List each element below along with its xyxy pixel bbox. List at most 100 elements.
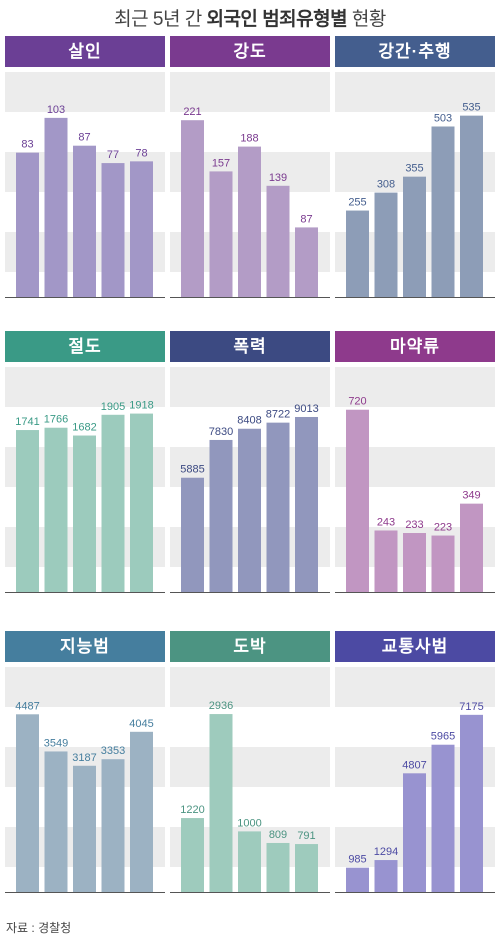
x-tick-label: 2014 <box>130 898 153 899</box>
chart-panel: 마약류 720 2010 243 2011 233 2012 223 2013 349 2014 <box>335 331 495 599</box>
x-tick-label: 2010 <box>181 303 204 304</box>
x-tick-label: 2013 <box>102 898 125 899</box>
background-band <box>170 667 330 707</box>
title-suffix: 현황 <box>347 9 386 30</box>
bar <box>374 192 398 297</box>
x-tick-label: 2013 <box>267 303 290 304</box>
chart-plot: 720 2010 243 2011 233 2012 223 2013 349 2014 <box>335 367 495 599</box>
bar <box>295 844 318 892</box>
chart-plot: 985 2010 1294 2011 4807 2012 5965 2013 7175 2014 <box>335 667 495 899</box>
chart-plot: 4487 2010 3549 2011 3187 2012 3353 2013 4045 2014 <box>5 667 165 899</box>
title-prefix: 최근 5년 간 <box>114 9 207 30</box>
bar <box>295 227 318 297</box>
x-tick-label: 2012 <box>238 303 261 304</box>
x-tick-label: 2014 <box>460 598 483 599</box>
bar <box>374 860 398 892</box>
chart-panel: 폭력 5885 2010 7830 2011 8408 2012 8722 2013 9013 20… <box>170 331 330 599</box>
data-label: 809 <box>269 829 287 841</box>
data-label: 355 <box>405 163 423 175</box>
bar <box>101 163 125 297</box>
x-tick-label: 2011 <box>45 598 67 599</box>
data-label: 83 <box>21 139 33 151</box>
data-label: 5965 <box>431 731 455 743</box>
data-label: 4045 <box>129 718 153 730</box>
data-label: 4487 <box>15 700 39 712</box>
bar <box>101 414 125 592</box>
x-tick-label: 2010 <box>181 898 204 899</box>
data-label: 5885 <box>180 464 204 476</box>
bar <box>266 422 290 592</box>
x-tick-label: 2012 <box>238 898 261 899</box>
chart-plot: 1220 2010 2936 2011 1000 2012 809 2013 791 2014 <box>170 667 330 899</box>
bar <box>403 533 426 592</box>
bar <box>73 435 96 592</box>
data-label: 985 <box>348 854 366 866</box>
x-tick-label: 2012 <box>403 598 426 599</box>
data-label: 535 <box>462 102 480 114</box>
bar <box>460 115 483 297</box>
data-label: 8408 <box>237 415 261 427</box>
x-tick-label: 2010 <box>16 898 39 899</box>
background-band <box>335 72 495 112</box>
data-label: 4807 <box>402 759 426 771</box>
data-label: 1741 <box>15 416 39 428</box>
bar <box>460 503 483 592</box>
chart-plot: 1741 2010 1766 2011 1682 2012 1905 2013 1918 2014 <box>5 367 165 599</box>
data-label: 233 <box>405 519 423 531</box>
chart-panel: 교통사범 985 2010 1294 2011 4807 2012 5965 2013 7175 2… <box>335 631 495 899</box>
chart-title: 강간·추행 <box>335 36 495 67</box>
x-tick-label: 2013 <box>102 598 125 599</box>
chart-plot: 221 2010 157 2011 188 2012 139 2013 87 2014 <box>170 72 330 304</box>
data-label: 77 <box>107 149 119 161</box>
bar <box>130 413 153 592</box>
bar <box>16 430 39 592</box>
data-label: 720 <box>348 396 366 408</box>
data-label: 221 <box>183 106 201 118</box>
data-label: 2936 <box>209 700 233 712</box>
bar <box>431 744 455 892</box>
source-note: 자료 : 경찰청 <box>6 921 72 935</box>
bar <box>238 428 261 592</box>
data-label: 87 <box>300 213 312 225</box>
bar <box>44 427 68 592</box>
bar <box>209 171 233 297</box>
x-tick-label: 2011 <box>45 898 67 899</box>
data-label: 1905 <box>101 401 125 413</box>
x-tick-label: 2012 <box>403 898 426 899</box>
data-label: 3353 <box>101 745 125 757</box>
title-emphasis: 외국인 범죄유형별 <box>206 9 348 30</box>
x-tick-label: 2011 <box>375 598 397 599</box>
data-label: 308 <box>377 179 395 191</box>
x-tick-label: 2012 <box>73 898 96 899</box>
chart-title: 교통사범 <box>335 631 495 662</box>
chart-title: 마약류 <box>335 331 495 362</box>
data-label: 188 <box>240 133 258 145</box>
bar <box>238 146 261 297</box>
data-label: 139 <box>269 172 287 184</box>
data-label: 87 <box>78 132 90 144</box>
chart-panel: 절도 1741 2010 1766 2011 1682 2012 1905 2013 1918 20… <box>5 331 165 599</box>
x-tick-label: 2011 <box>375 303 397 304</box>
bar <box>130 731 153 892</box>
x-tick-label: 2010 <box>16 598 39 599</box>
chart-title: 살인 <box>5 36 165 67</box>
bar <box>73 765 96 892</box>
background-band <box>170 367 330 407</box>
data-label: 1918 <box>129 400 153 412</box>
background-band <box>5 667 165 707</box>
background-band <box>170 72 330 112</box>
x-tick-label: 2014 <box>295 598 318 599</box>
data-label: 7830 <box>209 426 233 438</box>
x-tick-label: 2010 <box>346 598 369 599</box>
x-tick-label: 2011 <box>375 898 397 899</box>
bar <box>295 416 318 592</box>
data-label: 1766 <box>44 414 68 426</box>
bar <box>44 117 68 297</box>
data-label: 349 <box>462 490 480 502</box>
bar <box>346 210 369 297</box>
bar <box>130 161 153 297</box>
bar <box>403 176 426 297</box>
page-title: 최근 5년 간 외국인 범죄유형별 현황 <box>0 4 500 31</box>
background-band <box>5 72 165 112</box>
bar <box>346 409 369 592</box>
